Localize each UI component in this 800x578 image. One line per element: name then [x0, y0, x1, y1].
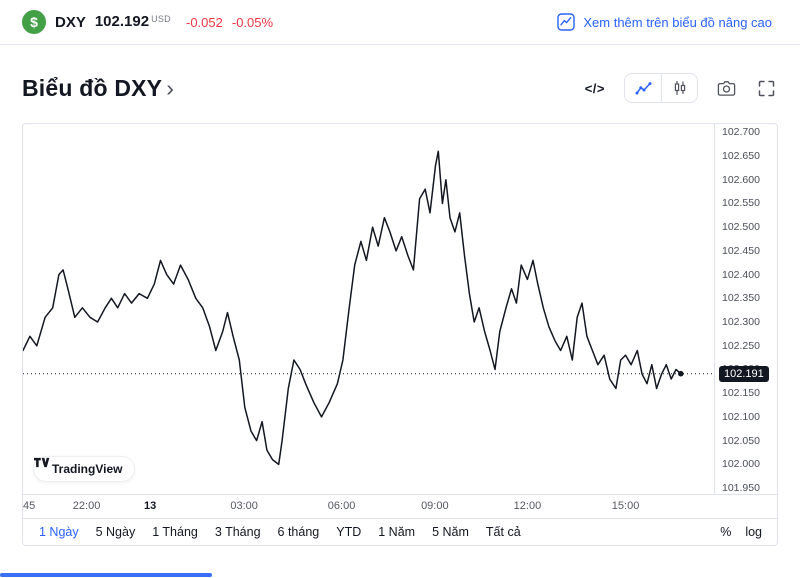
chart-widget: TradingView 102.191 102.700 102.650 102.60…	[22, 123, 778, 546]
horizontal-scrollbar-thumb[interactable]	[0, 573, 212, 577]
time-axis-label: 15:00	[611, 500, 640, 512]
log-scale-button[interactable]: log	[738, 522, 769, 542]
range-button[interactable]: 3 Tháng	[207, 522, 269, 542]
fullscreen-button[interactable]	[755, 77, 778, 100]
range-button[interactable]: 1 Ngày	[31, 522, 87, 542]
tradingview-label: TradingView	[52, 462, 123, 476]
time-axis-label: 12:00	[513, 500, 542, 512]
price-axis-label: 101.950	[722, 482, 760, 495]
chart-link-icon	[557, 13, 576, 31]
candlestick-icon	[673, 80, 687, 96]
dollar-logo-icon: $	[22, 10, 46, 34]
range-button[interactable]: Tất cả	[478, 522, 529, 542]
chart-type-toggle	[624, 73, 698, 103]
symbol-price: 102.192	[94, 13, 150, 30]
price-change: -0.052 -0.05%	[186, 15, 273, 30]
line-chart-button[interactable]	[625, 74, 661, 102]
chevron-right-icon: ›	[166, 74, 175, 101]
chart-row: TradingView 102.191 102.700 102.650 102.60…	[23, 124, 777, 494]
price-axis-label: 102.650	[722, 150, 760, 163]
price-axis-label: 102.050	[722, 434, 760, 447]
time-axis-label: 22:00	[72, 500, 101, 512]
last-price-badge: 102.191	[719, 365, 769, 382]
scale-buttons: % log	[713, 522, 769, 542]
change-percent: -0.05%	[231, 14, 274, 30]
page-title[interactable]: Biểu đồ DXY ›	[22, 75, 174, 102]
range-button[interactable]: 6 tháng	[270, 522, 328, 542]
time-axis[interactable]: 45 22:00 13 03:00 06:00 09:00 12:00 15:00	[23, 494, 777, 518]
price-axis-label: 102.550	[722, 197, 760, 210]
price-axis-label: 102.500	[722, 221, 760, 234]
price-axis-label: 102.000	[722, 458, 760, 471]
time-axis-label: 09:00	[421, 500, 449, 512]
price-axis-label: 102.700	[722, 126, 760, 139]
page-title-text: Biểu đồ DXY	[22, 74, 163, 101]
range-toolbar: 1 Ngày 5 Ngày 1 Tháng 3 Tháng 6 tháng YTD 1 Nă…	[23, 518, 777, 545]
camera-icon	[717, 80, 736, 97]
snapshot-button[interactable]	[714, 77, 739, 100]
price-axis-label: 102.150	[722, 387, 760, 400]
fullscreen-icon	[758, 80, 775, 97]
range-button[interactable]: 1 Tháng	[144, 522, 206, 542]
price-line-chart	[23, 150, 714, 466]
percent-scale-button[interactable]: %	[713, 522, 738, 542]
time-axis-label: 45	[23, 500, 36, 512]
advanced-chart-link[interactable]: Xem thêm trên biểu đồ nâng cao	[551, 12, 778, 32]
embed-code-button[interactable]: </>	[582, 78, 608, 99]
time-axis-label: 13	[144, 500, 157, 512]
price-axis-label: 102.100	[722, 410, 760, 423]
tradingview-attribution[interactable]: TradingView	[33, 456, 136, 482]
price-axis-label: 102.350	[722, 292, 760, 305]
range-selector: 1 Ngày 5 Ngày 1 Tháng 3 Tháng 6 tháng YTD 1 Nă…	[31, 522, 529, 542]
advanced-chart-link-label: Xem thêm trên biểu đồ nâng cao	[583, 14, 772, 30]
price-axis-label: 102.400	[722, 268, 760, 281]
price-axis-label: 102.600	[722, 173, 760, 186]
symbol-info: $ DXY 102.192 USD -0.052 -0.05%	[22, 10, 273, 34]
symbol-name: DXY	[55, 13, 86, 31]
time-axis-label: 03:00	[230, 500, 258, 512]
range-button[interactable]: 1 Năm	[370, 522, 423, 542]
price-axis-label: 102.250	[722, 339, 760, 352]
price-axis-label: 102.300	[722, 316, 760, 329]
candlestick-chart-button[interactable]	[661, 74, 697, 102]
line-chart-icon	[635, 81, 652, 96]
chart-plot[interactable]: TradingView	[23, 124, 714, 494]
symbol-header: $ DXY 102.192 USD -0.052 -0.05% Xem thêm t…	[0, 0, 800, 45]
time-axis-label: 06:00	[327, 500, 356, 512]
chart-title-row: Biểu đồ DXY › </>	[22, 69, 778, 107]
price-axis-label: 102.450	[722, 244, 760, 257]
range-button[interactable]: YTD	[328, 522, 369, 542]
range-button[interactable]: 5 Năm	[424, 522, 477, 542]
symbol-price-group: 102.192 USD	[95, 13, 171, 31]
symbol-currency: USD	[151, 14, 171, 24]
chart-toolbar: </>	[582, 73, 778, 103]
price-axis[interactable]: 102.191 102.700 102.650 102.600 102.550 102.…	[714, 124, 777, 494]
code-icon: </>	[584, 80, 605, 96]
range-button[interactable]: 5 Ngày	[88, 522, 144, 542]
change-absolute: -0.052	[185, 14, 223, 30]
